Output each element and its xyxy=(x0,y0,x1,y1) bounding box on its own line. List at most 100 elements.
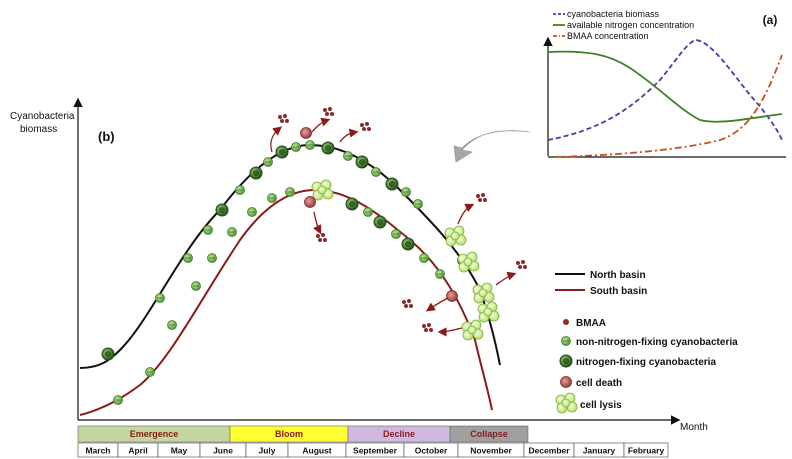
month-label: October xyxy=(415,446,448,456)
month-label: March xyxy=(85,446,110,456)
dead-cell-icon xyxy=(560,376,572,388)
month-label: December xyxy=(528,446,570,456)
bmaa-release-arrow xyxy=(457,203,475,225)
inset-biomass-curve xyxy=(547,39,783,141)
fixing-cell-icon xyxy=(401,237,415,251)
bmaa-release-arrow xyxy=(425,297,449,312)
series-legend-label: North basin xyxy=(590,270,646,281)
non-fixing-cell-icon xyxy=(391,229,401,239)
non-fixing-cell-icon xyxy=(227,227,237,237)
main-panel: Cyanobacteria biomass Month (b) xyxy=(10,97,708,433)
lysis-cluster-icon xyxy=(444,225,467,247)
icon-legend: BMAA non-nitrogen-fixing cyanobacteria n… xyxy=(555,318,738,414)
inset-nitrogen-curve xyxy=(547,50,783,123)
main-panel-label: (b) xyxy=(98,129,115,144)
south-curve-cells xyxy=(113,179,445,405)
series-legend-label: South basin xyxy=(590,286,647,297)
dead-cell-icon xyxy=(304,196,316,208)
icon-legend-label: BMAA xyxy=(576,318,606,329)
bmaa-dot-icon xyxy=(476,193,487,202)
bmaa-dot-icon xyxy=(316,233,327,242)
month-label: August xyxy=(302,446,331,456)
month-label: November xyxy=(470,446,512,456)
link-arrow-icon xyxy=(453,130,531,163)
bmaa-release xyxy=(270,107,527,337)
inset-legend: cyanobacteria biomass available nitrogen… xyxy=(553,9,694,41)
lysis-cluster-icon xyxy=(461,319,484,341)
phase-label: Emergence xyxy=(130,429,179,439)
phase-label: Collapse xyxy=(470,429,508,439)
fixing-cell-icon xyxy=(345,197,359,211)
non-fixing-cell-icon xyxy=(191,281,201,291)
icon-legend-label: non-nitrogen-fixing cyanobacteria xyxy=(576,337,738,348)
non-fixing-cell-icon xyxy=(435,269,445,279)
bmaa-release-arrow xyxy=(495,271,517,286)
x-axis-label: Month xyxy=(680,422,708,433)
bmaa-release-arrow xyxy=(339,128,359,143)
fixing-cell-icon xyxy=(559,354,573,368)
bmaa-dot-icon xyxy=(360,122,371,131)
icon-legend-label: cell lysis xyxy=(580,400,622,411)
inset-panel: cyanobacteria biomass available nitrogen… xyxy=(543,9,786,158)
non-fixing-cell-icon xyxy=(291,142,301,152)
non-fixing-cell-icon xyxy=(247,207,257,217)
icon-legend-label: nitrogen-fixing cyanobacteria xyxy=(576,357,716,368)
y-axis-label: Cyanobacteria xyxy=(10,111,75,122)
phase-label: Bloom xyxy=(275,429,303,439)
inset-bmaa-curve xyxy=(554,54,783,158)
south-basin-curve xyxy=(79,188,493,416)
series-legend: North basin South basin xyxy=(555,270,647,297)
fixing-cell-icon xyxy=(101,347,115,361)
dead-cell-icon xyxy=(300,127,312,139)
non-fixing-cell-icon xyxy=(285,187,295,197)
non-fixing-cell-icon xyxy=(363,207,373,217)
bmaa-release-arrow xyxy=(437,327,463,337)
non-fixing-cell-icon xyxy=(155,293,165,303)
non-fixing-cell-icon xyxy=(267,193,277,203)
month-label: September xyxy=(353,446,398,456)
non-fixing-cell-icon xyxy=(413,199,423,209)
month-label: July xyxy=(258,446,275,456)
north-basin-curve xyxy=(79,143,501,369)
lysis-cluster-icon xyxy=(457,251,480,273)
month-label: January xyxy=(583,446,616,456)
bmaa-dot-icon xyxy=(323,107,334,116)
fixing-cell-icon xyxy=(321,141,335,155)
bmaa-release-arrow xyxy=(313,211,322,235)
bmaa-release-arrow xyxy=(311,117,331,133)
non-fixing-cell-icon xyxy=(263,157,273,167)
non-fixing-cell-icon xyxy=(183,253,193,263)
lysis-cluster-icon xyxy=(555,392,578,414)
month-cell xyxy=(623,442,669,458)
non-fixing-cell-icon xyxy=(343,151,353,161)
y-axis-label: biomass xyxy=(20,124,57,135)
month-label: May xyxy=(171,446,188,456)
bmaa-dot-icon xyxy=(402,299,413,308)
fixing-cell-icon xyxy=(355,155,369,169)
bmaa-dot-icon xyxy=(422,323,433,332)
inset-legend-label: BMAA concentration xyxy=(567,31,649,41)
non-fixing-cell-icon xyxy=(235,185,245,195)
fixing-cell-icon xyxy=(249,166,263,180)
bmaa-dot-icon xyxy=(516,260,527,269)
non-fixing-cell-icon xyxy=(305,140,315,150)
inset-legend-label: cyanobacteria biomass xyxy=(567,9,660,19)
non-fixing-cell-icon xyxy=(561,336,571,346)
inset-panel-label: (a) xyxy=(763,13,778,27)
inset-legend-label: available nitrogen concentration xyxy=(567,20,694,30)
fixing-cell-icon xyxy=(275,145,289,159)
lysis-cluster-icon xyxy=(472,282,495,304)
phase-collapse xyxy=(449,425,529,443)
non-fixing-cell-icon xyxy=(207,253,217,263)
month-row: March April May June July August September Octo… xyxy=(77,442,669,458)
non-fixing-cell-icon xyxy=(145,367,155,377)
month-label: June xyxy=(213,446,233,456)
timeline: Emergence Bloom Decline Collapse March Ap… xyxy=(77,425,669,458)
bmaa-dot-icon xyxy=(563,319,569,325)
month-label: April xyxy=(128,446,147,456)
lysis-cluster-icon xyxy=(477,301,500,323)
non-fixing-cell-icon xyxy=(113,395,123,405)
non-fixing-cell-icon xyxy=(401,187,411,197)
non-fixing-cell-icon xyxy=(419,253,429,263)
